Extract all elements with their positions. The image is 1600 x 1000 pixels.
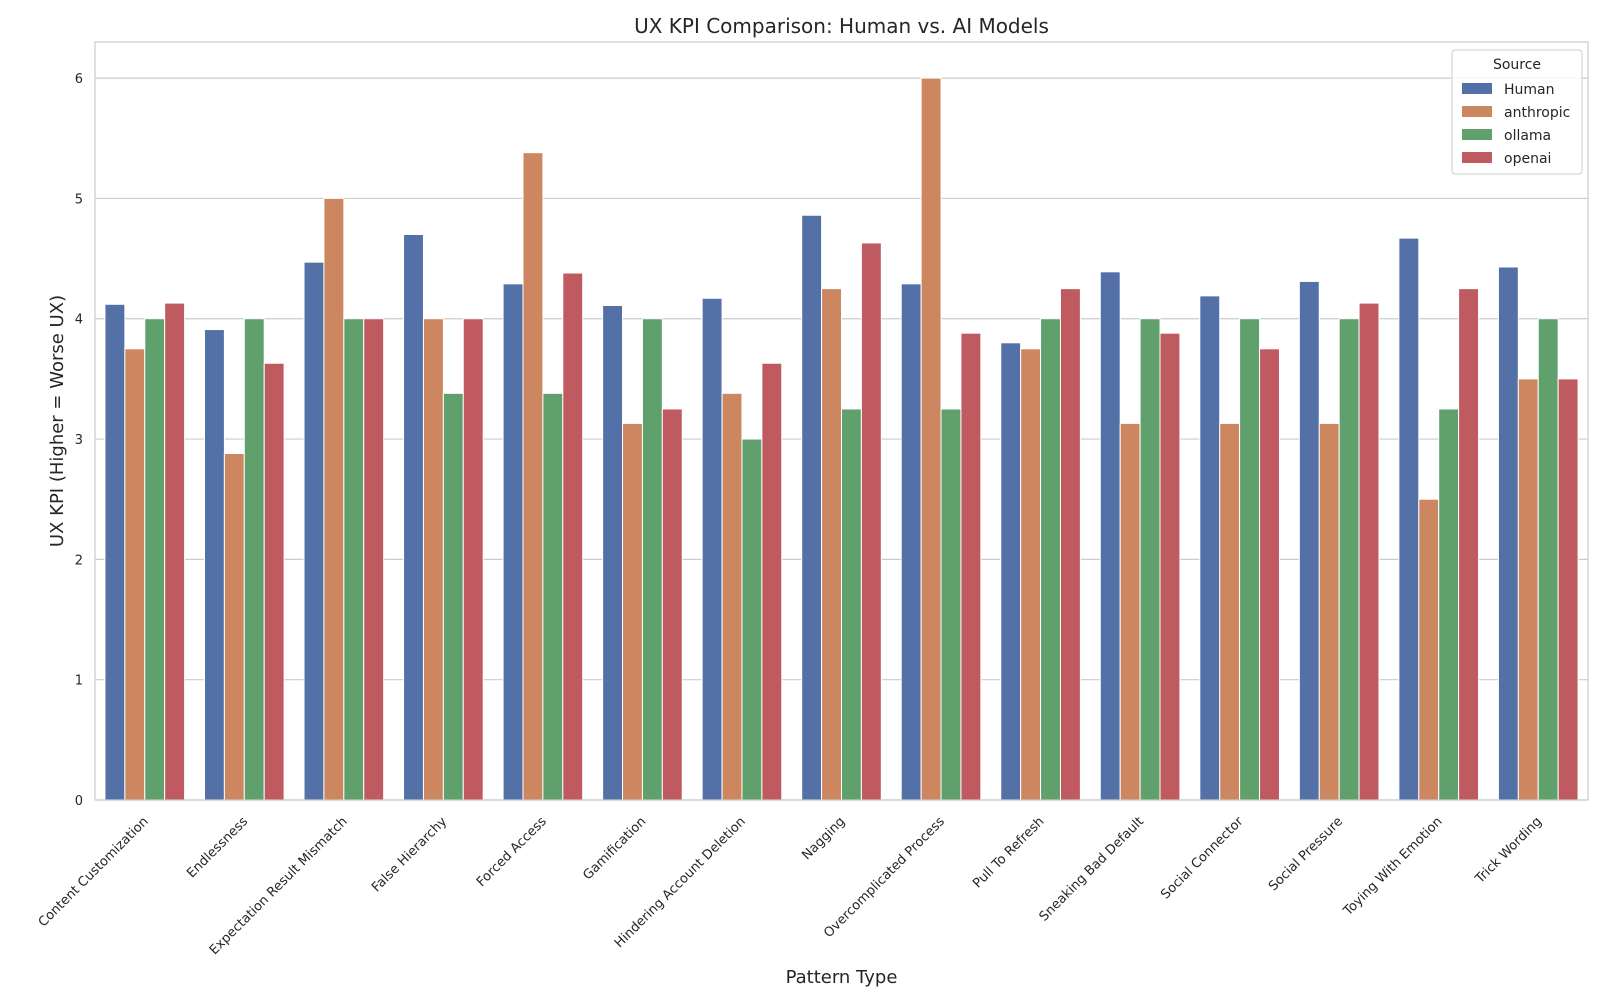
bar-openai-12	[1358, 302, 1380, 801]
y-tick-label: 4	[75, 313, 83, 328]
bar-anthropic-4	[522, 152, 544, 801]
bar-anthropic-3	[422, 318, 444, 801]
bar-anthropic-7	[821, 288, 842, 801]
bar-ollama-6	[741, 438, 763, 801]
bar-human-12	[1298, 280, 1320, 801]
chart-title: UX KPI Comparison: Human vs. AI Models	[634, 14, 1049, 38]
bar-ollama-3	[442, 392, 464, 801]
bar-anthropic-14	[1517, 378, 1539, 801]
bar-human-6	[701, 297, 723, 801]
bar-openai-8	[960, 332, 982, 801]
bar-anthropic-8	[920, 77, 942, 801]
bar-openai-4	[562, 272, 584, 801]
bar-openai-5	[661, 408, 683, 801]
bar-ollama-7	[841, 408, 862, 801]
bar-ollama-2	[343, 318, 365, 801]
bar-human-11	[1199, 295, 1221, 801]
bar-human-9	[1000, 342, 1022, 801]
legend-label-human: Human	[1504, 82, 1555, 98]
bar-openai-10	[1159, 332, 1181, 801]
bar-human-2	[303, 261, 325, 801]
bar-openai-14	[1557, 378, 1579, 801]
bar-human-13	[1398, 237, 1420, 801]
bar-ollama-13	[1438, 408, 1460, 801]
legend-label-anthropic: anthropic	[1504, 105, 1570, 121]
plot-frame	[94, 41, 1589, 801]
bar-ollama-4	[542, 392, 564, 801]
bar-openai-13	[1458, 288, 1480, 801]
legend-swatch-openai	[1462, 152, 1492, 163]
bar-anthropic-0	[124, 348, 146, 801]
y-tick-label: 1	[75, 674, 83, 689]
bar-anthropic-1	[223, 452, 245, 801]
x-axis-label: Pattern Type	[786, 967, 898, 988]
y-axis-label: UX KPI (Higher = Worse UX)	[47, 295, 68, 547]
bar-anthropic-9	[1020, 348, 1042, 801]
bar-anthropic-11	[1219, 422, 1241, 801]
bar-ollama-10	[1139, 318, 1161, 801]
bar-ollama-11	[1239, 318, 1261, 801]
legend-label-openai: openai	[1504, 151, 1551, 167]
y-tick-label: 5	[75, 192, 83, 207]
y-tick-labels: 0 1 2 3 4 5 6	[75, 72, 83, 809]
bar-human-4	[502, 283, 524, 801]
bar-human-7	[801, 214, 823, 801]
bar-human-1	[203, 329, 225, 801]
bar-human-5	[602, 304, 624, 801]
bar-openai-1	[263, 362, 285, 801]
y-tick-label: 2	[75, 553, 83, 568]
bar-ollama-0	[144, 318, 166, 801]
legend-swatch-ollama	[1462, 129, 1492, 140]
y-tick-label: 3	[75, 433, 83, 448]
bar-human-10	[1099, 271, 1121, 801]
bar-anthropic-12	[1318, 422, 1340, 801]
y-tick-label: 0	[75, 794, 83, 809]
bar-ollama-1	[243, 318, 265, 801]
bar-openai-0	[164, 302, 186, 801]
legend: Source Human anthropic ollama openai	[1451, 49, 1583, 175]
bar-ollama-12	[1338, 318, 1360, 801]
bar-ollama-14	[1537, 318, 1559, 801]
legend-box	[1451, 49, 1583, 175]
bar-ollama-9	[1040, 318, 1061, 801]
bar-anthropic-13	[1418, 498, 1440, 801]
bar-anthropic-2	[323, 197, 345, 801]
bar-openai-6	[761, 362, 783, 801]
bar-anthropic-10	[1119, 422, 1141, 801]
legend-label-ollama: ollama	[1504, 128, 1551, 144]
bar-human-14	[1497, 266, 1519, 801]
bar-human-8	[900, 283, 922, 801]
bar-openai-9	[1059, 288, 1081, 801]
bar-openai-3	[462, 318, 484, 801]
bar-human-0	[104, 303, 126, 801]
bar-openai-2	[363, 318, 385, 801]
y-tick-label: 6	[75, 72, 83, 87]
legend-swatch-anthropic	[1462, 106, 1492, 117]
bar-human-3	[403, 234, 424, 801]
bar-ollama-8	[940, 408, 962, 801]
legend-title: Source	[1493, 57, 1541, 73]
bar-anthropic-6	[721, 392, 743, 801]
legend-swatch-human	[1462, 83, 1492, 94]
bar-ollama-5	[641, 318, 663, 801]
bar-openai-7	[860, 242, 882, 801]
bar-openai-11	[1259, 348, 1280, 801]
bar-anthropic-5	[622, 422, 643, 801]
